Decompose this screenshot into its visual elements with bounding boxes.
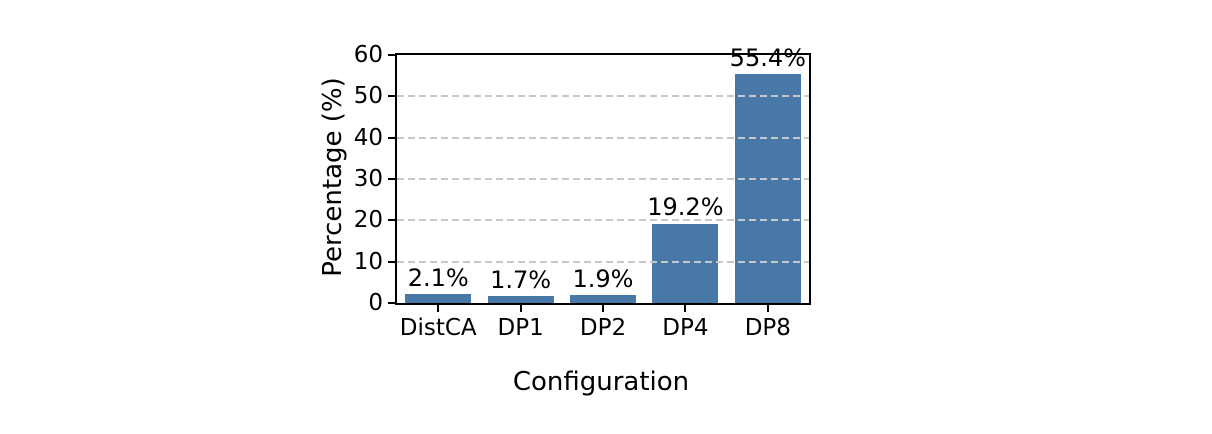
- x-tick-label: DP1: [497, 315, 544, 341]
- y-tick-label: 10: [353, 248, 383, 275]
- y-tick-mark: [388, 260, 395, 263]
- y-axis-label: Percentage (%): [318, 77, 348, 277]
- y-tick-label: 60: [353, 42, 383, 68]
- y-tick-label: 0: [368, 290, 383, 316]
- bar-dp2: [570, 295, 636, 303]
- bar-dp1: [487, 295, 554, 303]
- x-tick-label: DP4: [662, 315, 709, 341]
- x-tick-mark: [766, 305, 769, 312]
- bar-value-label: 1.9%: [572, 264, 634, 293]
- x-tick-mark: [437, 305, 440, 312]
- x-tick-label: DP8: [744, 315, 791, 341]
- x-tick-mark: [519, 305, 522, 312]
- bar-value-label: 1.7%: [490, 265, 552, 294]
- gridline: [397, 136, 809, 139]
- x-axis-label: Configuration: [512, 367, 690, 397]
- bar-dp8: [734, 74, 801, 303]
- plot-area: 0 10 20 30 40 50 60 2.1% DistCA 1.7% DP1 1.9% DP2 19.…: [354, 42, 811, 341]
- bar-dp4: [652, 223, 719, 303]
- y-tick-mark: [388, 178, 395, 180]
- gridline: [397, 260, 809, 263]
- gridline: [397, 178, 809, 180]
- y-tick-label: 20: [353, 207, 383, 234]
- bar-value-label: 2.1%: [407, 263, 469, 292]
- bar-value-label: 55.4%: [729, 43, 806, 72]
- y-tick-mark: [388, 302, 395, 304]
- y-tick-mark: [388, 136, 395, 139]
- gridline: [397, 95, 809, 98]
- y-tick-label: 50: [353, 83, 383, 110]
- x-tick-mark: [684, 305, 687, 312]
- y-tick-label: 30: [353, 166, 383, 192]
- bar-distca: [405, 294, 472, 303]
- x-tick-mark: [602, 305, 604, 312]
- x-tick-label: DP2: [579, 315, 627, 341]
- bar-value-label: 19.2%: [647, 193, 724, 222]
- y-tick-mark: [388, 95, 395, 98]
- gridline: [397, 219, 809, 222]
- y-tick-label: 40: [353, 124, 383, 151]
- y-tick-mark: [388, 219, 395, 222]
- x-tick-label: DistCA: [399, 315, 477, 341]
- y-tick-mark: [388, 54, 395, 56]
